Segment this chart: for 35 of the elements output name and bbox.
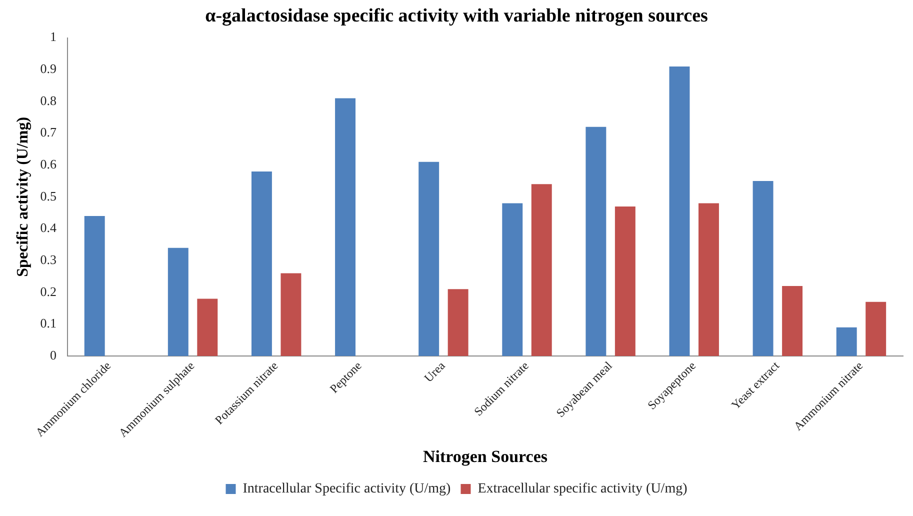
y-tick-label: 0.7 (40, 124, 57, 140)
bar (836, 327, 857, 356)
bar (197, 298, 218, 356)
bar (782, 286, 803, 356)
bar (614, 206, 636, 356)
bar (502, 203, 523, 356)
bar (84, 216, 105, 356)
bar (168, 248, 188, 356)
y-tick-label: 0.8 (40, 92, 56, 108)
y-tick-label: 0.3 (40, 252, 56, 267)
bar (698, 203, 719, 356)
bar (251, 171, 272, 356)
bar (752, 180, 774, 356)
bar (335, 98, 356, 356)
bar (280, 273, 302, 356)
x-axis-title: Nitrogen Sources (422, 447, 548, 466)
legend-label: Extracellular specific activity (U/mg) (478, 482, 688, 497)
bar (586, 126, 606, 356)
y-tick-label: 0.4 (40, 220, 57, 236)
bar (418, 162, 440, 356)
y-tick-label: 0.9 (40, 61, 56, 76)
chart-title: α-galactosidase specific activity with variable nitrogen sources (205, 5, 708, 26)
legend-label: Intracellular Specific activity (U/mg) (242, 482, 452, 497)
y-tick-label: 0.1 (40, 316, 56, 331)
y-axis-title: Specific activity (U/mg) (14, 116, 32, 277)
y-tick-label: 0 (50, 347, 56, 362)
y-tick-label: 0.5 (40, 188, 56, 204)
x-tick-label: Urea (421, 358, 448, 385)
bar (531, 184, 552, 356)
y-tick-label: 1 (50, 29, 56, 44)
y-tick-label: 0.2 (40, 284, 56, 299)
bar (866, 302, 886, 356)
y-tick-label: 0.6 (40, 156, 57, 172)
bar (669, 66, 690, 356)
bar (448, 289, 468, 356)
